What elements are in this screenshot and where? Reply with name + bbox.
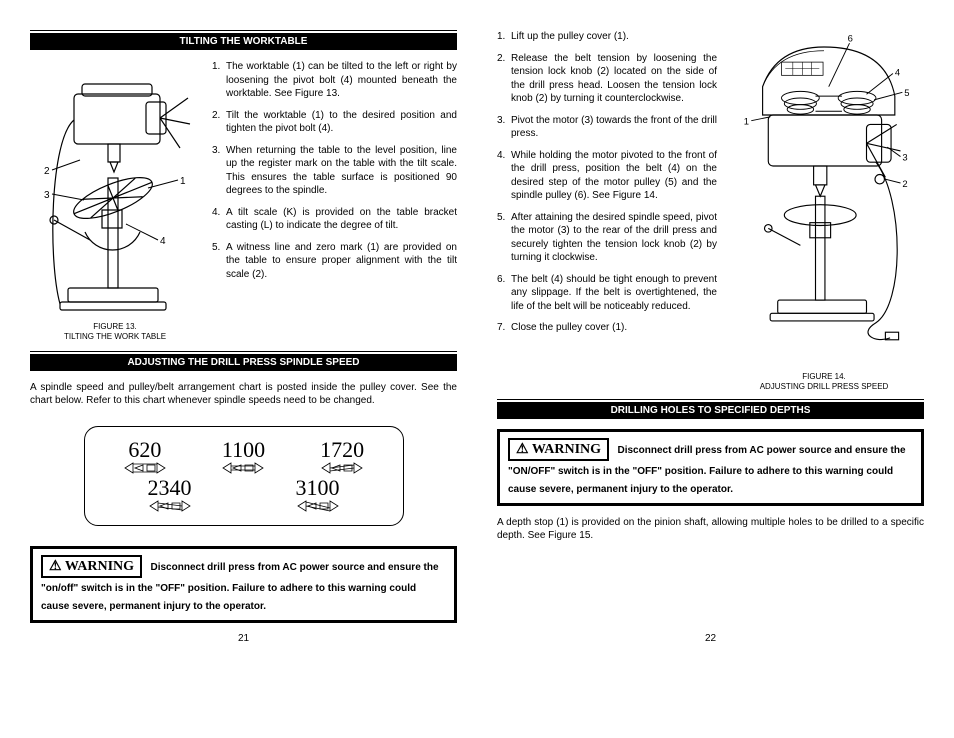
drill-press-speed-illustration: 1 2 3 4 5 6	[729, 30, 919, 370]
speed-chart-wrap: 620 1100 1720 2340	[30, 426, 457, 526]
warning-label: ⚠ WARNING	[508, 438, 609, 461]
speed-intro: A spindle speed and pulley/belt arrangem…	[30, 381, 457, 408]
section-header-speed: Adjusting the Drill Press Spindle Speed	[30, 354, 457, 371]
step-num: 2.	[212, 109, 226, 136]
list-item: 3.Pivot the motor (3) towards the front …	[497, 114, 717, 141]
callout: 3	[902, 152, 907, 163]
page-number-left: 21	[30, 633, 457, 644]
step-text: Close the pulley cover (1).	[511, 321, 717, 335]
step-text: When returning the table to the level po…	[226, 144, 457, 198]
step-num: 1.	[212, 60, 226, 101]
list-item: 5.A witness line and zero mark (1) are p…	[212, 241, 457, 282]
warning-box-left: ⚠ WARNING Disconnect drill press from AC…	[30, 546, 457, 623]
speed-chart: 620 1100 1720 2340	[84, 426, 404, 526]
speed-item: 3100	[296, 477, 340, 513]
pulley-icon	[320, 461, 364, 475]
list-item: 1.The worktable (1) can be tilted to the…	[212, 60, 457, 101]
callout-1: 1	[180, 176, 186, 187]
speed-item: 620	[123, 439, 167, 475]
step-text: Release the belt tension by loosening th…	[511, 52, 717, 106]
speed-value: 620	[128, 439, 161, 461]
callout: 2	[902, 179, 907, 190]
figure-14-caption: Figure 14. Adjusting Drill Press Speed	[760, 372, 889, 393]
header-rule	[30, 30, 457, 31]
drill-press-tilting-illustration: 1 2 3 4	[30, 60, 200, 320]
left-column: Tilting the Worktable	[30, 30, 457, 644]
list-item: 1.Lift up the pulley cover (1).	[497, 30, 717, 44]
figure-num: Figure 14.	[802, 372, 846, 381]
pulley-icon	[296, 499, 340, 513]
list-item: 6.The belt (4) should be tight enough to…	[497, 273, 717, 314]
step-num: 7.	[497, 321, 511, 335]
speed-adjust-steps: 1.Lift up the pulley cover (1). 2.Releas…	[497, 30, 717, 343]
step-text: After attaining the desired spindle spee…	[511, 211, 717, 265]
list-item: 5.After attaining the desired spindle sp…	[497, 211, 717, 265]
list-item: 7.Close the pulley cover (1).	[497, 321, 717, 335]
callout: 4	[895, 67, 900, 78]
page-number-right: 22	[497, 633, 924, 644]
callout-4: 4	[160, 236, 166, 247]
step-num: 3.	[497, 114, 511, 141]
step-text: A witness line and zero mark (1) are pro…	[226, 241, 457, 282]
step-num: 4.	[497, 149, 511, 203]
figure-title: Adjusting Drill Press Speed	[760, 382, 889, 391]
step-num: 5.	[212, 241, 226, 282]
step-text: Tilt the worktable (1) to the desired po…	[226, 109, 457, 136]
header-rule	[497, 399, 924, 400]
step-text: While holding the motor pivoted to the f…	[511, 149, 717, 203]
speed-row-2: 2340 3100	[103, 477, 385, 513]
right-top-layout: 1.Lift up the pulley cover (1). 2.Releas…	[497, 30, 924, 393]
step-num: 1.	[497, 30, 511, 44]
warning-label-text: WARNING	[65, 559, 134, 574]
step-num: 5.	[497, 211, 511, 265]
speed-value: 1720	[320, 439, 364, 461]
speed-value: 1100	[222, 439, 265, 461]
pulley-icon	[221, 461, 265, 475]
step-text: The belt (4) should be tight enough to p…	[511, 273, 717, 314]
figure-13: 1 2 3 4 Figure 13. Tilting the Work Tabl…	[30, 60, 200, 343]
callout: 6	[848, 33, 853, 44]
step-text: A tilt scale (K) is provided on the tabl…	[226, 206, 457, 233]
step-num: 6.	[497, 273, 511, 314]
tilting-layout: 1 2 3 4 Figure 13. Tilting the Work Tabl…	[30, 60, 457, 343]
header-rule	[30, 351, 457, 352]
figure-title: Tilting the Work Table	[64, 332, 166, 341]
list-item: 3.When returning the table to the level …	[212, 144, 457, 198]
step-text: Pivot the motor (3) towards the front of…	[511, 114, 717, 141]
tilting-steps: 1.The worktable (1) can be tilted to the…	[212, 60, 457, 289]
figure-14: 1 2 3 4 5 6 Figure 14. Adjusting Drill P…	[729, 30, 919, 393]
step-num: 2.	[497, 52, 511, 106]
list-item: 2.Tilt the worktable (1) to the desired …	[212, 109, 457, 136]
callout: 1	[744, 116, 749, 127]
list-item: 4.While holding the motor pivoted to the…	[497, 149, 717, 203]
section-header-tilting: Tilting the Worktable	[30, 33, 457, 50]
warning-box-right: ⚠ WARNING Disconnect drill press from AC…	[497, 429, 924, 506]
pulley-icon	[148, 499, 192, 513]
speed-value: 2340	[148, 477, 192, 499]
right-column: 1.Lift up the pulley cover (1). 2.Releas…	[497, 30, 924, 644]
speed-item: 1720	[320, 439, 364, 475]
list-item: 4.A tilt scale (K) is provided on the ta…	[212, 206, 457, 233]
pulley-icon	[123, 461, 167, 475]
drilling-para: A depth stop (1) is provided on the pini…	[497, 516, 924, 543]
speed-item: 2340	[148, 477, 192, 513]
list-item: 2.Release the belt tension by loosening …	[497, 52, 717, 106]
speed-row-1: 620 1100 1720	[103, 439, 385, 475]
callout: 5	[904, 88, 909, 99]
page-container: Tilting the Worktable	[0, 0, 954, 654]
figure-num: Figure 13.	[93, 322, 137, 331]
step-text: The worktable (1) can be tilted to the l…	[226, 60, 457, 101]
callout-3: 3	[44, 190, 50, 201]
step-text: Lift up the pulley cover (1).	[511, 30, 717, 44]
callout-2: 2	[44, 166, 50, 177]
section-header-drilling: Drilling Holes to Specified Depths	[497, 402, 924, 419]
speed-item: 1100	[221, 439, 265, 475]
speed-value: 3100	[296, 477, 340, 499]
warning-label: ⚠ WARNING	[41, 555, 142, 578]
step-num: 4.	[212, 206, 226, 233]
step-num: 3.	[212, 144, 226, 198]
figure-13-caption: Figure 13. Tilting the Work Table	[64, 322, 166, 343]
warning-label-text: WARNING	[532, 442, 601, 457]
